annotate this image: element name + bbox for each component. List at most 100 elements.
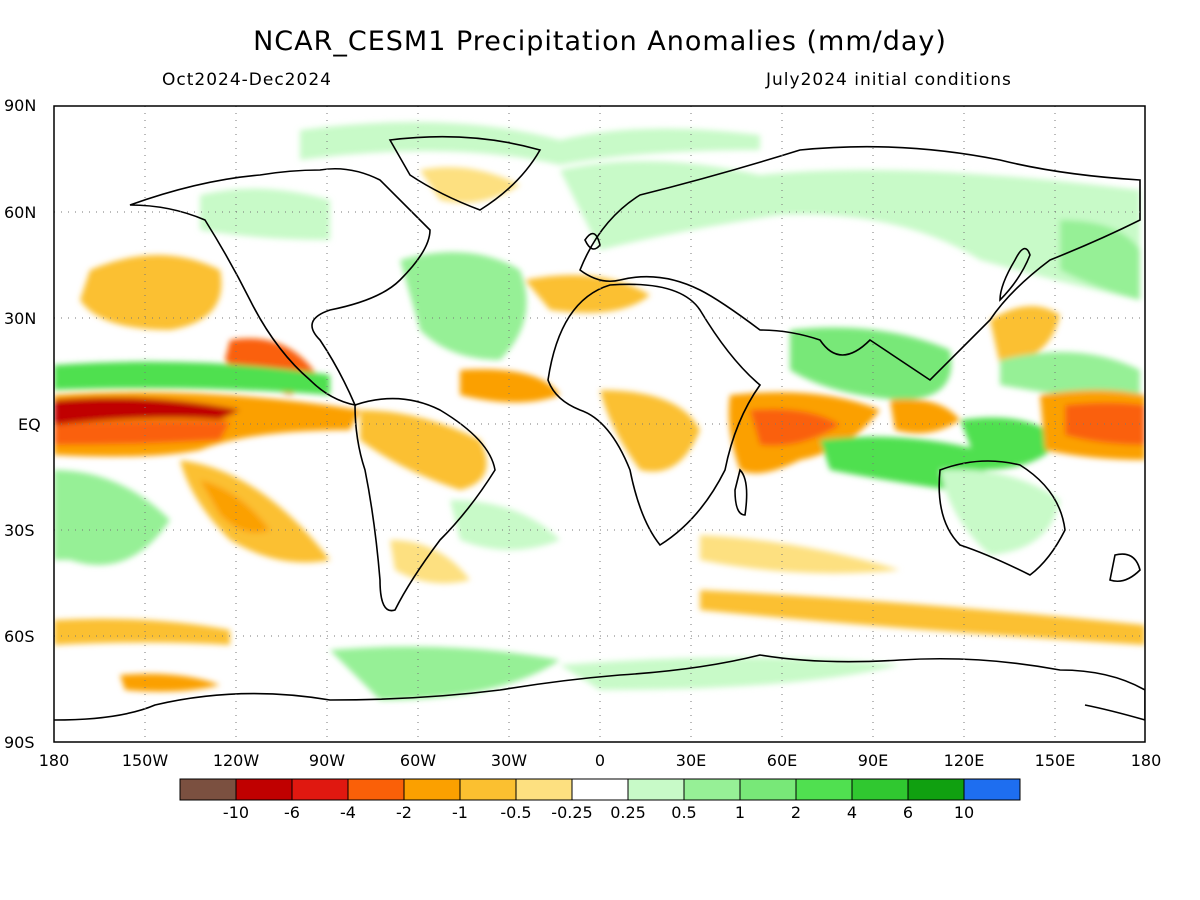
colorbar-swatch-8 (627, 778, 685, 801)
anomaly-spcz-dry (180, 460, 330, 563)
lat-label-30n: 30N (4, 309, 37, 328)
africa-coast (547, 283, 762, 547)
anomaly-spcz-dry-core (200, 480, 270, 533)
colorbar-label-7: 0.25 (610, 803, 646, 822)
uk-coast (584, 232, 601, 250)
colorbar-label-3: -2 (396, 803, 412, 822)
map-frame (53, 105, 1146, 743)
anomaly-arctic-wet (300, 122, 760, 165)
map-plot-area (54, 106, 1145, 742)
colorbar-swatch-7 (571, 778, 629, 801)
colorbar-swatch-14 (963, 778, 1021, 801)
anomaly-south-indian-dry (700, 535, 900, 574)
colorbar-swatch-9 (683, 778, 741, 801)
colorbar-label-11: 4 (846, 803, 858, 822)
anomaly-field (54, 122, 1145, 700)
antarctica-coast (54, 654, 1145, 721)
australia-coast (938, 460, 1066, 576)
anomaly-southern-ocean-wet (330, 646, 560, 700)
anomaly-greenland-dry (420, 167, 520, 203)
lat-label-90n: 90N (4, 96, 37, 115)
forecast-period: Oct2024-Dec2024 (162, 70, 332, 90)
anomaly-maritime-dry (890, 399, 960, 434)
anomaly-eurasia-north-wet (560, 161, 1140, 300)
anomaly-australia-wet (940, 469, 1060, 555)
lat-label-30s: 30S (4, 521, 35, 540)
lon-label-180w: 180 (38, 751, 70, 770)
colorbar-label-13: 10 (953, 803, 975, 822)
colorbar-swatch-11 (795, 778, 853, 801)
colorbar-swatch-3 (347, 778, 405, 801)
lon-label-150e: 150E (1034, 751, 1076, 770)
south-america-coast (354, 397, 496, 612)
lat-label-60n: 60N (4, 203, 37, 222)
new-zealand-coast (1109, 553, 1141, 583)
lon-label-180e: 180 (1130, 751, 1162, 770)
anomaly-pacific-dry-core (54, 397, 240, 425)
lon-label-90w: 90W (308, 751, 346, 770)
anomaly-south-atlantic-dry (390, 540, 470, 584)
colorbar-swatch-10 (739, 778, 797, 801)
lon-label-30w: 30W (490, 751, 528, 770)
colorbar-swatch-0 (179, 778, 237, 801)
gridlines (54, 106, 1145, 742)
lon-label-0: 0 (594, 751, 606, 770)
anomaly-south-atlantic-wet (450, 500, 560, 550)
colorbar-label-10: 2 (790, 803, 802, 822)
lat-label-eq: EQ (18, 415, 41, 434)
anomaly-pacific-dry-mid (54, 420, 230, 445)
lon-label-150w: 150W (121, 751, 169, 770)
colorbar-swatch-4 (403, 778, 461, 801)
colorbar-label-6: -0.25 (551, 803, 593, 822)
colorbar-label-4: -1 (452, 803, 468, 822)
anomaly-nw-pacific-wet (1060, 220, 1140, 300)
colorbar-label-12: 6 (902, 803, 914, 822)
anomaly-south-pacific-wet (54, 470, 170, 565)
anomaly-npacific-dry (80, 255, 222, 330)
anomaly-japan-sea-dry (990, 306, 1060, 365)
lat-label-90s: 90S (4, 733, 35, 752)
colorbar-label-8: 0.5 (671, 803, 697, 822)
colorbar-label-0: -10 (222, 803, 250, 822)
colorbar-label-5: -0.5 (500, 803, 532, 822)
madagascar-coast (734, 468, 748, 516)
anomaly-antarctic-wet (560, 657, 900, 690)
coastlines (54, 135, 1145, 721)
lon-label-120e: 120E (943, 751, 985, 770)
eurasia-coast (579, 145, 1141, 382)
lon-label-60e: 60E (766, 751, 798, 770)
anomaly-africa-dry (600, 390, 700, 472)
anomaly-atlantic-itcz-dry (460, 369, 560, 403)
anomaly-north-atlantic-wet (400, 252, 527, 360)
anomaly-indian-dry-core (750, 409, 840, 446)
anomaly-southern-ocean-dry-east (700, 590, 1145, 645)
colorbar-label-2: -4 (340, 803, 356, 822)
anomaly-west-pacific-wet (960, 417, 1060, 470)
lat-label-60s: 60S (4, 627, 35, 646)
colorbar-swatch-12 (851, 778, 909, 801)
greenland-coast (388, 135, 542, 211)
colorbar-label-9: 1 (734, 803, 746, 822)
lon-label-120w: 120W (212, 751, 260, 770)
colorbar-swatch-1 (235, 778, 293, 801)
lon-label-60w: 60W (399, 751, 437, 770)
initial-conditions: July2024 initial conditions (766, 70, 1012, 90)
map-title: NCAR_CESM1 Precipitation Anomalies (mm/d… (253, 26, 947, 57)
anomaly-south-america-dry (360, 410, 487, 490)
colorbar-swatch-6 (515, 778, 573, 801)
anomaly-southern-ocean-dry-west (54, 618, 230, 645)
colorbar-label-1: -6 (284, 803, 300, 822)
anomaly-se-asia-wet (790, 327, 952, 400)
lon-label-30e: 30E (675, 751, 707, 770)
anomaly-tropical-pacific-wet-north (54, 361, 330, 395)
colorbar-swatch-13 (907, 778, 965, 801)
anomaly-canada-wet (200, 188, 330, 240)
lon-label-90e: 90E (857, 751, 889, 770)
north-america-coast (129, 167, 431, 407)
anomaly-nwpac-wet (1000, 352, 1140, 400)
colorbar-swatch-2 (291, 778, 349, 801)
colorbar-swatch-5 (459, 778, 517, 801)
japan-coast (999, 247, 1031, 302)
colorbar (179, 778, 1021, 801)
